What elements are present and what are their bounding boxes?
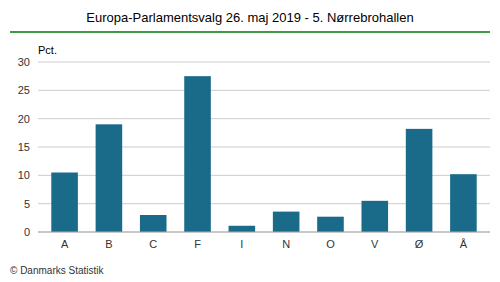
x-tick-label: F <box>194 238 201 250</box>
y-axis: 0 5 10 15 20 25 30 <box>18 56 30 238</box>
bar <box>361 201 388 232</box>
grid-line <box>38 232 490 233</box>
grid-line <box>38 118 490 119</box>
bar <box>140 215 167 232</box>
page: {"chart_data": {"type": "bar", "title": … <box>0 0 500 282</box>
x-axis: ABCFINOVØÅ <box>61 238 468 250</box>
y-tick-label: 0 <box>24 226 30 238</box>
y-tick-label: 20 <box>18 113 30 125</box>
x-tick-label: B <box>105 238 112 250</box>
x-tick-label: A <box>61 238 69 250</box>
y-tick-label: 25 <box>18 84 30 96</box>
title: Europa-Parlamentsvalg 26. maj 2019 - 5. … <box>86 10 413 25</box>
bar <box>184 76 211 232</box>
x-tick-label: V <box>371 238 379 250</box>
y-tick-label: 30 <box>18 56 30 68</box>
y-tick-label: 5 <box>24 198 30 210</box>
y-axis-label: Pct. <box>38 44 57 56</box>
x-tick-label: C <box>149 238 157 250</box>
bars <box>51 76 476 232</box>
grid-line <box>38 90 490 91</box>
x-tick-label: Å <box>460 238 468 250</box>
x-tick-label: Ø <box>415 238 424 250</box>
grid <box>38 62 490 232</box>
x-tick-label: O <box>326 238 335 250</box>
y-tick-label: 15 <box>18 141 30 153</box>
bar <box>273 212 300 232</box>
title-rule <box>10 31 490 33</box>
x-tick-label: I <box>240 238 243 250</box>
grid-line <box>38 62 490 63</box>
chart: Europa-Parlamentsvalg 26. maj 2019 - 5. … <box>0 0 500 282</box>
y-tick-label: 10 <box>18 169 30 181</box>
bar <box>406 129 433 232</box>
bar <box>51 173 78 233</box>
bar <box>229 226 256 232</box>
footer: © Danmarks Statistik <box>10 265 105 276</box>
chart-container: Europa-Parlamentsvalg 26. maj 2019 - 5. … <box>0 0 500 282</box>
bar <box>450 174 477 232</box>
x-tick-label: N <box>282 238 290 250</box>
x-axis-line <box>38 232 490 233</box>
bar <box>96 124 123 232</box>
bar <box>317 217 344 232</box>
